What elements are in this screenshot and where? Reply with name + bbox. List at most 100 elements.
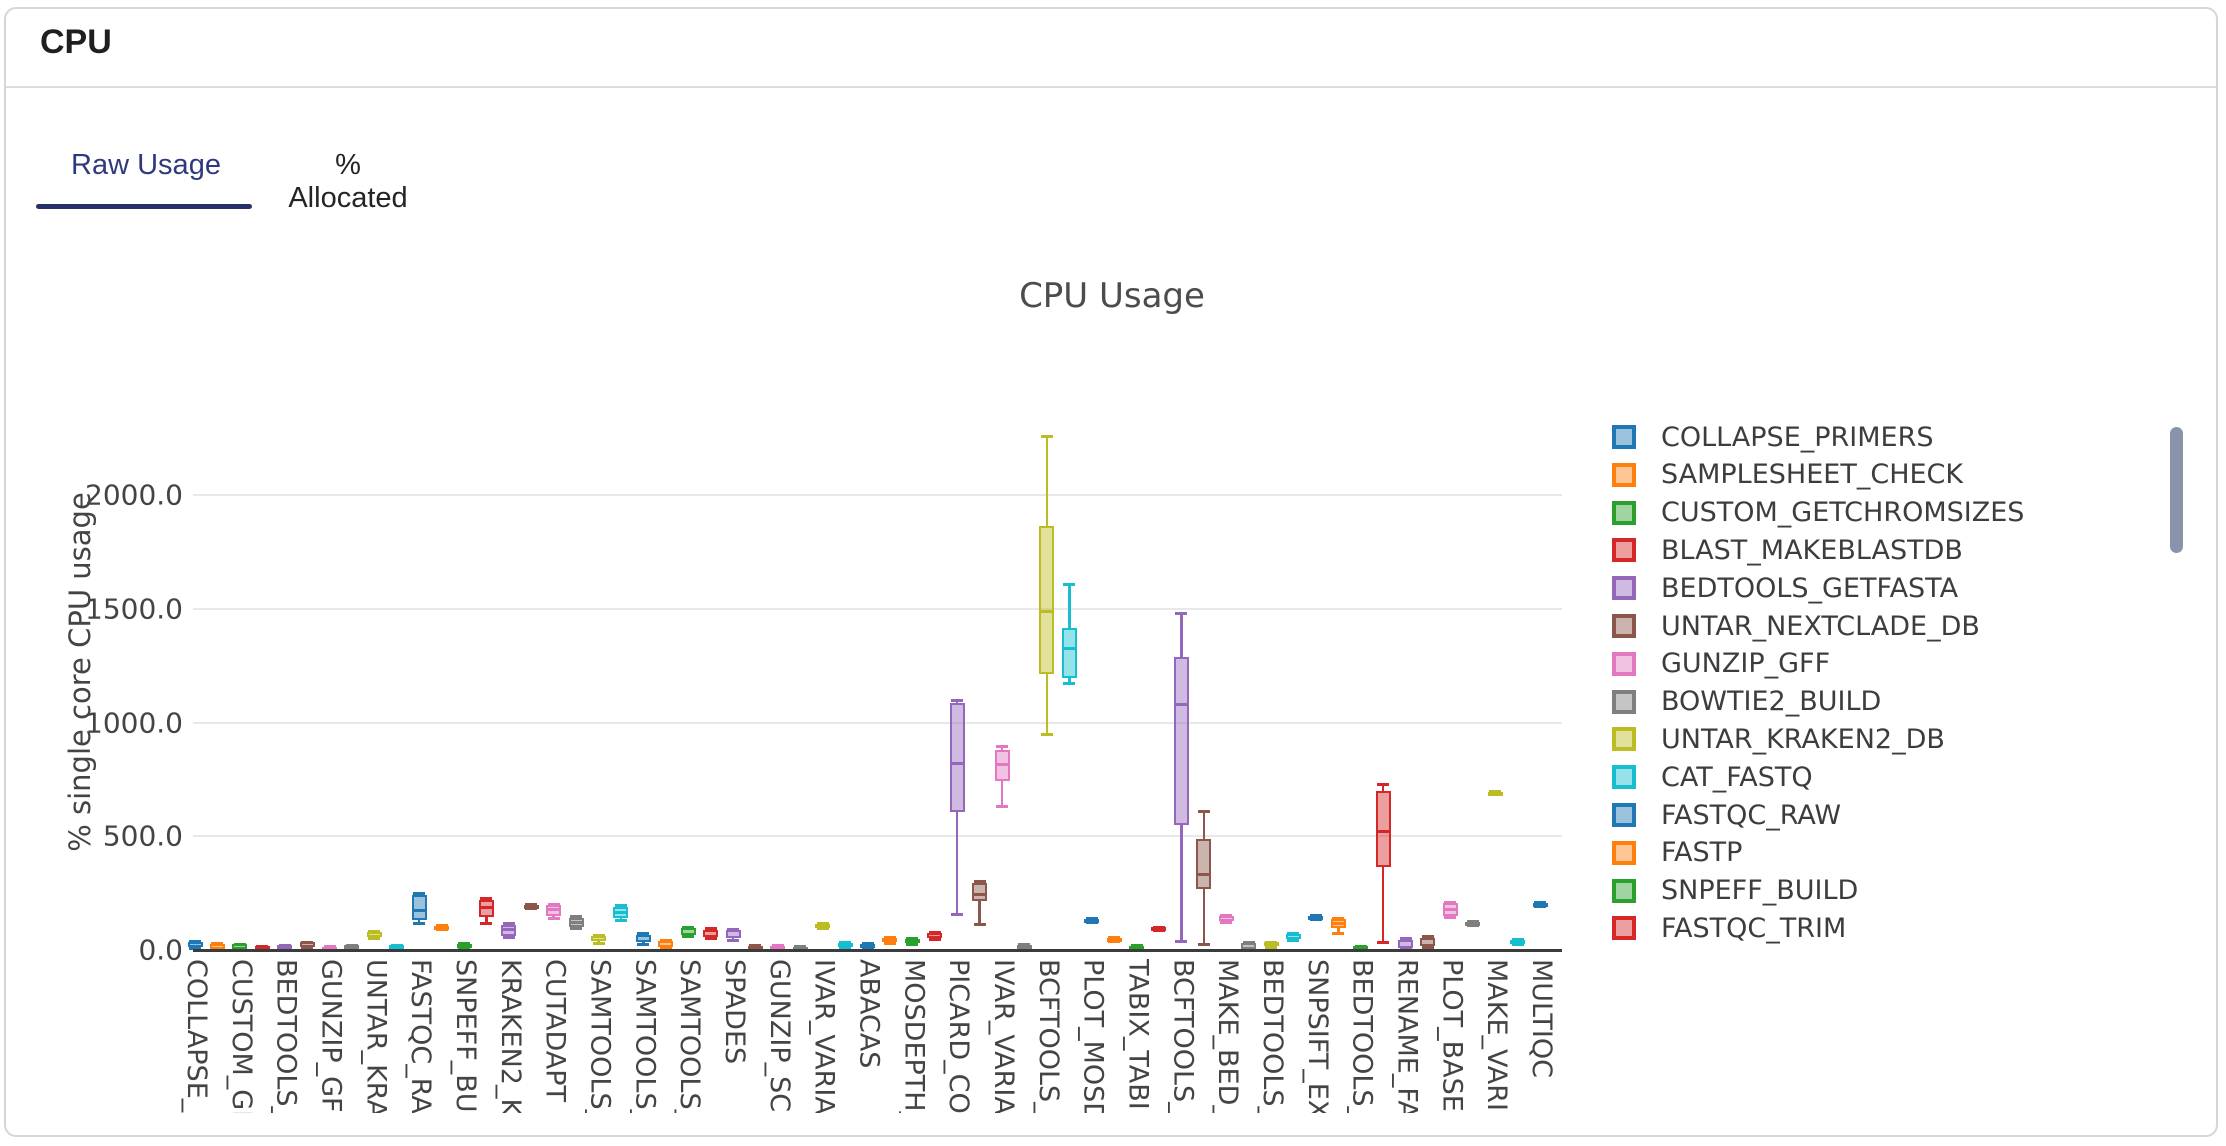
box[interactable] — [523, 904, 539, 909]
box[interactable] — [1241, 943, 1257, 949]
whisker-cap — [1040, 732, 1053, 736]
box[interactable] — [1285, 934, 1301, 940]
whisker-cap — [1175, 939, 1188, 943]
box[interactable] — [209, 943, 225, 949]
box[interactable] — [1084, 918, 1100, 923]
box[interactable] — [1106, 937, 1122, 942]
box[interactable] — [927, 933, 943, 939]
legend-item[interactable]: FASTQC_RAW — [1612, 796, 1841, 834]
whisker-cap — [1309, 913, 1322, 917]
box[interactable] — [187, 942, 203, 947]
whisker-cap — [570, 914, 583, 918]
legend-item[interactable]: UNTAR_NEXTCLADE_DB — [1612, 607, 1980, 645]
legend-scrollbar-thumb[interactable] — [2170, 427, 2183, 553]
box[interactable] — [1173, 656, 1189, 825]
whisker-cap — [502, 922, 515, 926]
legend-item[interactable]: CAT_FASTQ — [1612, 758, 1813, 796]
x-axis-tick-label: CUTADAPT — [539, 959, 571, 1103]
legend-item[interactable]: CUSTOM_GETCHROMSIZES — [1612, 494, 2024, 532]
box[interactable] — [882, 938, 898, 943]
box[interactable] — [434, 926, 450, 931]
legend-swatch — [1612, 878, 1636, 903]
box[interactable] — [1151, 927, 1167, 932]
legend-swatch — [1612, 614, 1636, 638]
tab-percent-allocated[interactable]: % Allocated — [288, 149, 408, 214]
box[interactable] — [994, 750, 1010, 782]
whisker-cap — [189, 946, 201, 950]
whisker-cap — [749, 944, 762, 948]
median-line — [1330, 921, 1346, 925]
box[interactable] — [1375, 790, 1391, 868]
box[interactable] — [1308, 915, 1324, 920]
box[interactable] — [277, 945, 293, 950]
box[interactable] — [703, 929, 719, 937]
header-divider — [6, 86, 2216, 88]
box[interactable] — [1218, 916, 1234, 921]
median-line — [501, 928, 517, 932]
box[interactable] — [344, 945, 360, 950]
whisker-line — [1180, 824, 1183, 941]
box[interactable] — [1039, 525, 1055, 674]
box[interactable] — [456, 943, 472, 949]
box[interactable] — [680, 928, 696, 935]
box[interactable] — [389, 945, 405, 950]
box[interactable] — [1398, 939, 1414, 948]
y-axis-title: % single core CPU usage — [63, 492, 97, 852]
whisker-cap — [704, 927, 717, 931]
legend-item[interactable]: FASTP — [1612, 834, 1742, 872]
usage-tabs: Raw Usage % Allocated — [6, 129, 706, 224]
box[interactable] — [972, 883, 988, 902]
box[interactable] — [299, 942, 315, 947]
box[interactable] — [1487, 791, 1503, 796]
legend-item[interactable]: GUNZIP_GFF — [1612, 645, 1830, 683]
box[interactable] — [658, 940, 674, 948]
box[interactable] — [1510, 939, 1526, 944]
whisker-cap — [458, 942, 470, 946]
box[interactable] — [860, 943, 875, 949]
whisker-cap — [1152, 925, 1165, 929]
box[interactable] — [949, 703, 965, 813]
box[interactable] — [1196, 839, 1212, 890]
whisker-cap — [502, 936, 515, 940]
median-line — [994, 762, 1010, 766]
box[interactable] — [815, 924, 831, 929]
whisker-cap — [951, 912, 964, 916]
box[interactable] — [837, 942, 853, 947]
whisker-cap — [1175, 612, 1188, 616]
whisker-cap — [906, 937, 919, 941]
legend-item[interactable]: BOWTIE2_BUILD — [1612, 683, 1881, 721]
box[interactable] — [1016, 944, 1032, 949]
page-title: CPU — [40, 23, 112, 61]
x-axis-tick-label: TABIX_TABI — [1122, 959, 1154, 1110]
y-axis-tick-label: 1500.0 — [85, 592, 183, 626]
box[interactable] — [591, 935, 606, 942]
x-axis-tick-label: MAKE_VARI — [1481, 959, 1513, 1111]
whisker-cap — [480, 922, 493, 926]
legend-item[interactable]: BLAST_MAKEBLASTDB — [1612, 531, 1963, 569]
box[interactable] — [478, 900, 494, 918]
box[interactable] — [635, 934, 651, 943]
whisker-cap — [1332, 931, 1345, 935]
box[interactable] — [366, 932, 382, 938]
x-axis-tick-label: BEDTOOLS_ — [270, 959, 302, 1113]
whisker-line — [1202, 889, 1205, 945]
box[interactable] — [1465, 922, 1481, 927]
box[interactable] — [1420, 937, 1436, 946]
legend-item[interactable]: BEDTOOLS_GETFASTA — [1612, 569, 1958, 607]
box[interactable] — [1532, 903, 1548, 908]
box[interactable] — [725, 930, 741, 939]
legend-item[interactable]: UNTAR_KRAKEN2_DB — [1612, 720, 1945, 758]
legend-item[interactable]: FASTQC_TRIM — [1612, 909, 1846, 947]
tab-raw-usage[interactable]: Raw Usage — [71, 149, 221, 181]
x-axis-tick-label: PICARD_CO — [943, 959, 975, 1113]
box[interactable] — [411, 894, 427, 920]
legend-item[interactable]: SAMPLESHEET_CHECK — [1612, 456, 1963, 494]
whisker-line — [1068, 583, 1071, 629]
legend-item[interactable]: COLLAPSE_PRIMERS — [1612, 418, 1934, 456]
box[interactable] — [1263, 942, 1279, 947]
box[interactable] — [904, 939, 920, 944]
box[interactable] — [1061, 628, 1077, 679]
legend-item[interactable]: SNPEFF_BUILD — [1612, 872, 1858, 910]
box[interactable] — [232, 944, 248, 949]
whisker-cap — [1108, 940, 1121, 944]
